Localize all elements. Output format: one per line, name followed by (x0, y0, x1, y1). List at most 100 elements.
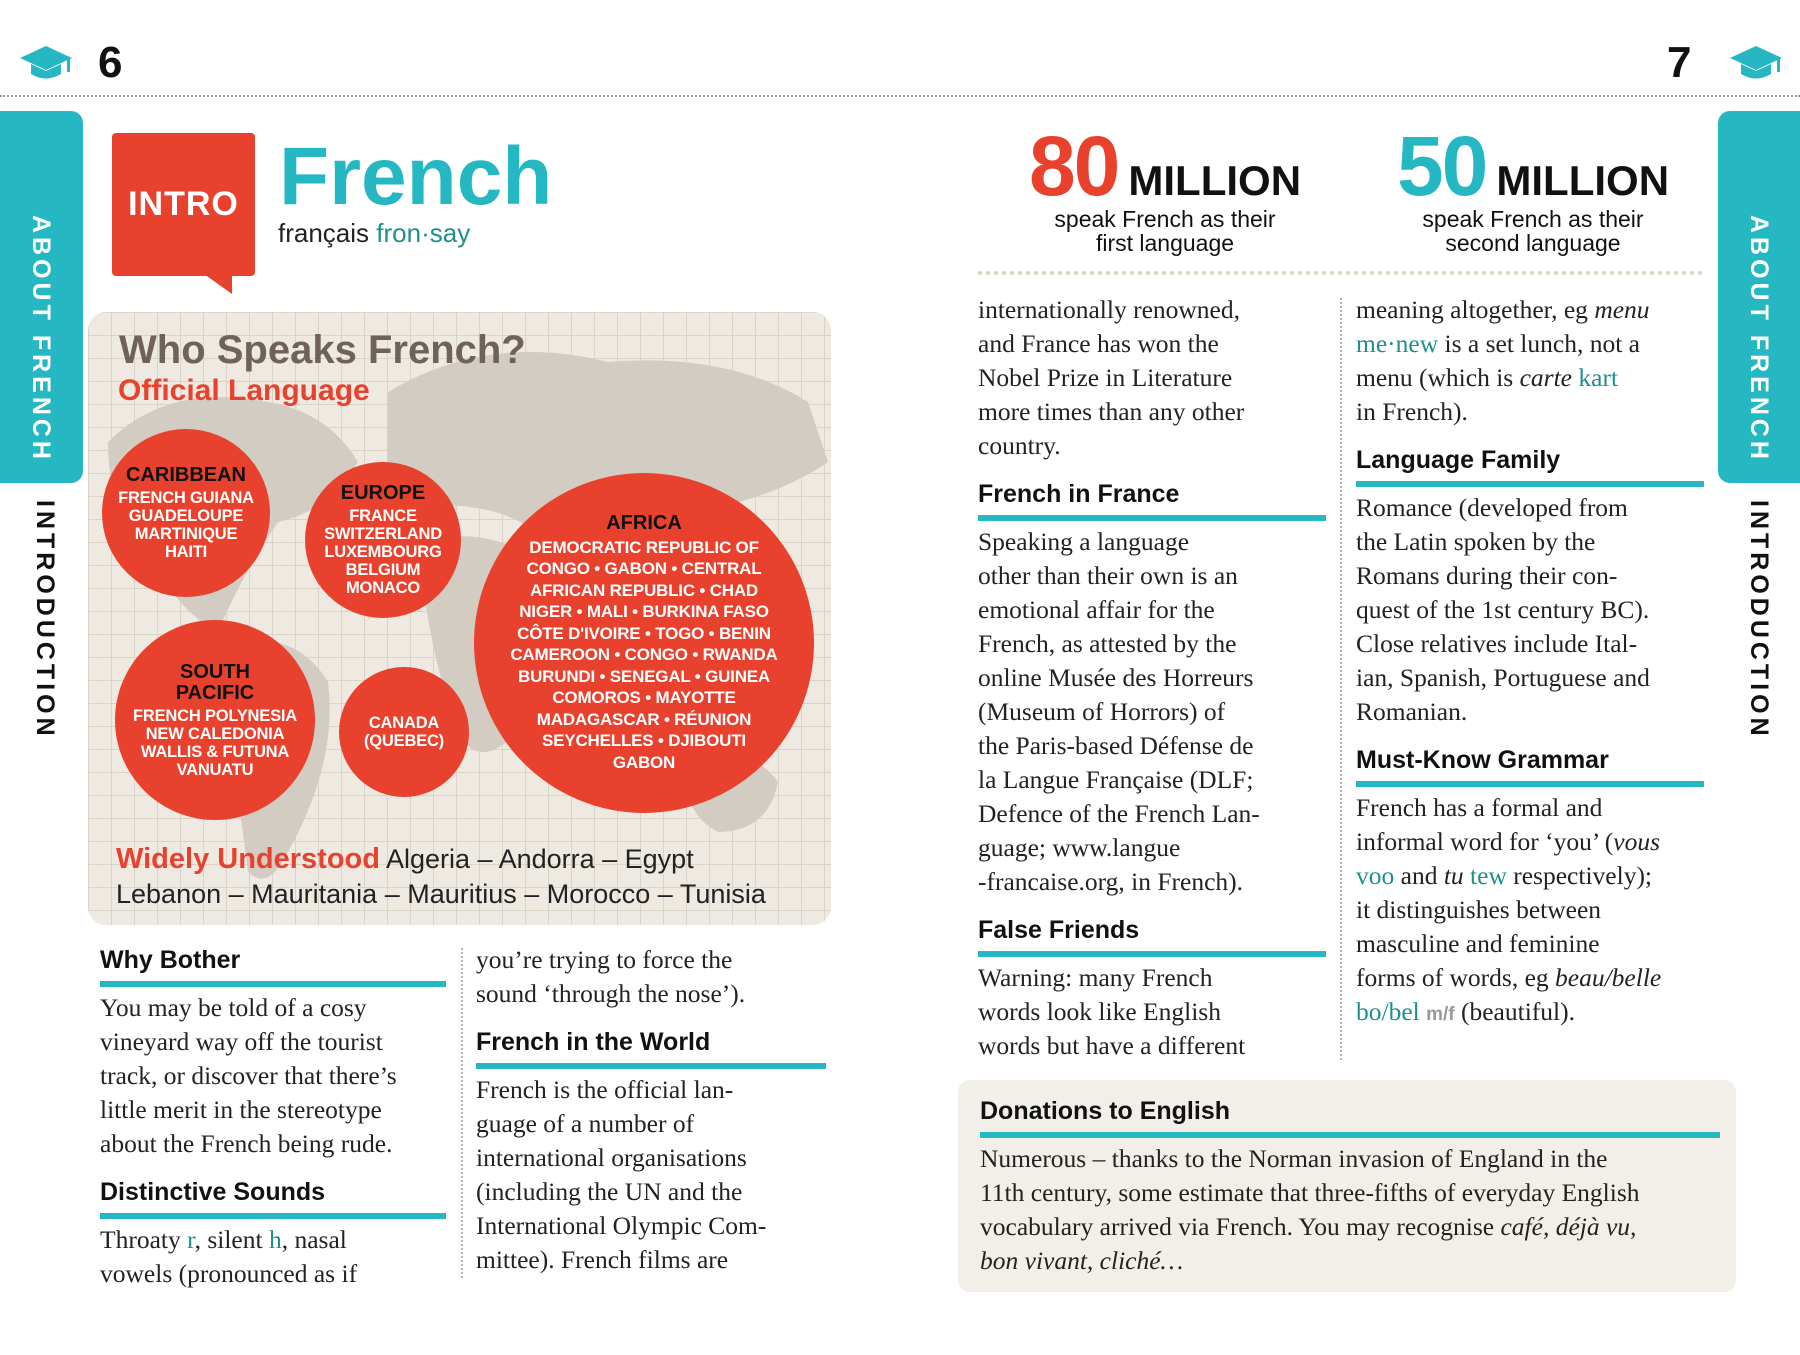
section-heading: Language Family (1356, 446, 1561, 474)
header-divider (0, 95, 1800, 97)
text-segment: informal word for ‘you’ ( (1356, 827, 1614, 856)
region-country: NIGER • MALI • BURKINA FASO (519, 602, 769, 622)
body-paragraph: Numerous – thanks to the Norman invasion… (980, 1142, 1720, 1278)
text-line: you’re trying to force the (476, 945, 733, 974)
stat-desc: first language (1095, 230, 1235, 256)
pronunciation: fron·say (376, 218, 471, 248)
text-segment: Throaty (100, 1225, 188, 1254)
text-line: quest of the 1st century BC). (1356, 595, 1650, 624)
text-segment: respectively); (1506, 861, 1653, 890)
body-paragraph: French is the official lan-guage of a nu… (476, 1073, 826, 1277)
text-line: la Langue Française (DLF; (978, 765, 1254, 794)
heading-rule (978, 951, 1326, 957)
region-country: SEYCHELLES • DJIBOUTI (542, 731, 746, 751)
native-name: français fron·say (278, 218, 470, 249)
stat-unit: MILLION (1128, 157, 1302, 204)
page-title: French (279, 131, 553, 222)
text-line: French, as attested by the (978, 629, 1237, 658)
region-country: NEW CALEDONIA (145, 724, 285, 743)
region-country: MADAGASCAR • RÉUNION (536, 709, 752, 729)
text-line: little merit in the stereotype (100, 1095, 382, 1124)
text-line: You may be told of a cosy (100, 993, 367, 1022)
body-paragraph: You may be told of a cosy vineyard way of… (100, 991, 446, 1161)
text-line: bon vivant, cliché… (980, 1244, 1720, 1278)
section-heading: False Friends (978, 916, 1140, 944)
region-country: LUXEMBOURG (324, 543, 442, 561)
section-label-right: INTRODUCTION (1745, 500, 1773, 740)
stat-desc: second language (1445, 230, 1621, 256)
text-segment: forms of words, eg (1356, 963, 1556, 992)
text-line: more times than any other (978, 397, 1245, 426)
text-line: emotional affair for the (978, 595, 1215, 624)
text-line: -francaise.org, in French). (978, 867, 1244, 896)
stat-number: 50 (1396, 119, 1488, 213)
side-tab-about-french-right[interactable]: ABOUT FRENCH (1718, 111, 1800, 483)
region-name: SOUTH PACIFIC (175, 660, 255, 704)
heading-rule (1356, 781, 1704, 787)
region-country: BELGIUM (345, 561, 421, 579)
text-line: masculine and feminine (1356, 929, 1600, 958)
side-tab-about-french[interactable]: ABOUT FRENCH (0, 111, 83, 483)
text-line: vineyard way off the tourist (100, 1027, 383, 1056)
heading-rule (100, 981, 446, 987)
region-country: FRENCH POLYNESIA (133, 706, 297, 725)
region-country: COMOROS • MAYOTTE (552, 688, 736, 708)
french-term: carte (1519, 363, 1573, 392)
region-country: GABON (612, 752, 676, 772)
text-segment: is a set lunch, not a (1438, 329, 1640, 358)
text-line: Romans during their con- (1356, 561, 1618, 590)
text-line: words but have a different (978, 1031, 1246, 1060)
region-circle-south-pacific: SOUTH PACIFIC FRENCH POLYNESIA NEW CALEDONI… (115, 620, 315, 820)
text-line: voo and tu tew respectively); (1356, 859, 1704, 893)
text-segment: , nasal (281, 1225, 347, 1254)
text-line: Romance (developed from (1356, 493, 1628, 522)
text-segment: vocabulary arrived via French. You may r… (980, 1212, 1501, 1241)
region-name: EUROPE (340, 482, 426, 504)
region-name: AFRICA (606, 511, 682, 534)
section-heading: French in the World (476, 1028, 711, 1056)
text-segment: (beautiful). (1454, 997, 1575, 1026)
stat-unit: MILLION (1496, 157, 1670, 204)
text-segment: meaning altogether, eg (1356, 295, 1595, 324)
stat-second-language: 50 MILLION speak French as their second l… (1368, 118, 1698, 255)
text-line: international organisations (476, 1143, 747, 1172)
body-paragraph: French has a formal and informal word for… (1356, 791, 1704, 1029)
region-circle-caribbean: CARIBBEAN FRENCH GUIANA GUADELOUPE MARTINIQ… (102, 429, 270, 597)
text-line: about the French being rude. (100, 1129, 393, 1158)
region-country: (QUEBEC) (364, 732, 444, 750)
text-line: (Museum of Horrors) of (978, 697, 1226, 726)
region-country: CÔTE D'IVOIRE • TOGO • BENIN (517, 623, 771, 643)
text-line: guage of a number of (476, 1109, 695, 1138)
widely-understood-line1: Algeria – Andorra – Egypt (386, 844, 694, 874)
graduation-cap-icon (1730, 46, 1782, 79)
text-column-1: Why Bother You may be told of a cosy viney… (100, 943, 446, 1291)
section-heading: Must-Know Grammar (1356, 746, 1609, 774)
widely-understood-label: Widely Understood (116, 843, 380, 875)
text-line: guage; www.langue (978, 833, 1181, 862)
french-term: bon vivant, cliché… (980, 1246, 1184, 1275)
text-column-3: internationally renowned, and France has … (978, 293, 1326, 1063)
donations-box: Donations to English Numerous – thanks to… (958, 1080, 1736, 1292)
section-heading: Why Bother (100, 946, 241, 974)
donations-content: Donations to English Numerous – thanks to… (980, 1094, 1720, 1278)
text-column-2: you’re trying to force the sound ‘through… (476, 943, 826, 1277)
gender-marker: m/f (1426, 1004, 1455, 1025)
pronunciation: tew (1470, 861, 1507, 890)
pronunciation: me·new (1356, 329, 1439, 358)
region-country: MARTINIQUE (134, 525, 238, 543)
heading-rule (1356, 481, 1704, 487)
text-line: other than their own is an (978, 561, 1238, 590)
region-country: GUADELOUPE (128, 507, 244, 525)
side-tab-label: ABOUT FRENCH (1745, 215, 1773, 463)
region-country: FRANCE (349, 507, 417, 525)
text-line: online Musée des Horreurs (978, 663, 1254, 692)
region-country: WALLIS & FUTUNA (140, 742, 290, 761)
text-line: track, or discover that there’s (100, 1061, 397, 1090)
section-heading: French in France (978, 480, 1180, 508)
region-circle-europe: EUROPE FRANCE SWITZERLAND LUXEMBOURG BELGIUM… (305, 462, 461, 618)
text-segment: and (1394, 861, 1444, 890)
text-line: internationally renowned, (978, 295, 1240, 324)
page-number-left: 6 (98, 38, 123, 87)
text-line: country. (978, 431, 1061, 460)
widely-understood-line2: Lebanon – Mauritania – Mauritius – Moroc… (116, 879, 766, 909)
